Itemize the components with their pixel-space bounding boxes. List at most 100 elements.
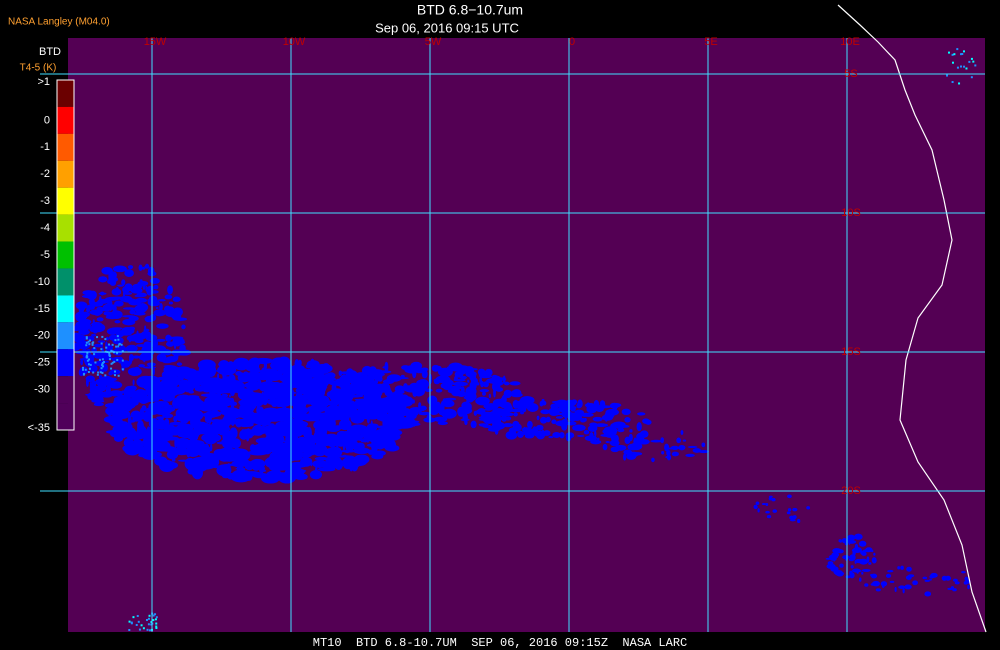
cloud-patch <box>102 365 105 368</box>
cloud-patch <box>502 423 513 428</box>
cloud-patch <box>503 389 513 399</box>
cloud-patch <box>266 471 285 475</box>
cloud-patch <box>859 577 862 582</box>
subtitle: Sep 06, 2016 09:15 UTC <box>375 20 519 35</box>
cloud-patch <box>173 340 177 350</box>
cloud-patch <box>140 624 143 627</box>
cloud-patch <box>478 371 492 378</box>
cloud-patch <box>386 374 402 382</box>
cloud-patch <box>172 307 183 317</box>
cloud-patch <box>492 408 505 413</box>
cloud-patch <box>103 311 112 316</box>
cloud-patch <box>540 409 551 415</box>
cloud-patch <box>560 412 569 416</box>
cloud-patch <box>828 554 839 559</box>
cloud-patch <box>520 411 525 415</box>
cloud-patch <box>951 81 954 84</box>
cloud-patch <box>458 370 467 375</box>
cloud-patch <box>166 449 179 460</box>
colorbar-swatch <box>57 214 74 242</box>
cloud-patch <box>624 417 631 423</box>
cloud-patch <box>312 371 321 377</box>
colorbar-label: -30 <box>34 384 50 396</box>
cloud-patch <box>110 362 113 365</box>
cloud-patch <box>577 434 585 437</box>
cloud-patch <box>145 380 156 383</box>
cloud-patch <box>687 445 698 449</box>
cloud-patch <box>78 321 91 330</box>
cloud-patch <box>786 511 791 515</box>
source-label: NASA Langley (M04.0) <box>8 17 110 28</box>
cloud-patch <box>91 343 94 346</box>
cloud-patch <box>115 286 119 291</box>
cloud-patch <box>80 359 84 366</box>
cloud-patch <box>128 620 131 623</box>
cloud-patch <box>841 538 848 544</box>
cloud-patch <box>339 399 356 408</box>
cloud-patch <box>172 426 186 430</box>
cloud-patch <box>551 419 557 425</box>
cloud-patch <box>755 501 760 506</box>
cloud-patch <box>130 621 133 624</box>
cloud-patch <box>384 361 389 373</box>
cloud-patch <box>509 381 521 386</box>
longitude-label: 10E <box>840 36 860 48</box>
cloud-patch <box>134 366 140 372</box>
colorbar-swatch <box>57 241 74 269</box>
cloud-patch <box>974 64 977 67</box>
cloud-patch <box>134 338 144 344</box>
cloud-patch <box>404 365 420 374</box>
cloud-patch <box>98 292 107 295</box>
cloud-patch <box>155 616 158 619</box>
coastline <box>837 4 987 633</box>
cloud-patch <box>629 429 633 433</box>
cloud-patch <box>105 315 110 319</box>
cloud-patch <box>237 388 255 401</box>
cloud-patch <box>139 279 143 282</box>
cloud-patch <box>366 423 377 432</box>
cloud-patch <box>114 370 117 373</box>
cloud-patch <box>161 424 169 429</box>
longitude-label: 15W <box>144 36 167 48</box>
cloud-patch <box>865 547 873 553</box>
cloud-patch <box>435 375 451 384</box>
colorbar-label: 0 <box>44 114 50 126</box>
cloud-patch <box>556 406 571 413</box>
cloud-patch <box>580 417 586 423</box>
cloud-patch <box>424 388 433 393</box>
cloud-patch <box>610 434 616 442</box>
cloud-patch <box>342 454 347 457</box>
cloud-patch <box>117 345 120 348</box>
cloud-patch <box>235 458 250 467</box>
cloud-patch <box>861 568 871 572</box>
cloud-patch <box>175 341 180 347</box>
cloud-patch <box>105 346 108 349</box>
cloud-patch <box>766 515 772 519</box>
cloud-patch <box>143 377 148 384</box>
colorbar-swatch <box>57 133 74 161</box>
cloud-patch <box>535 424 544 431</box>
cloud-patch <box>113 374 116 377</box>
cloud-patch <box>242 408 246 412</box>
cloud-patch <box>306 387 320 397</box>
cloud-patch <box>854 533 863 540</box>
cloud-patch <box>114 346 123 356</box>
cloud-patch <box>492 398 507 407</box>
cloud-patch <box>314 456 329 461</box>
cloud-patch <box>265 429 281 438</box>
cloud-patch <box>277 442 280 447</box>
cloud-patch <box>157 299 166 302</box>
cloud-patch <box>637 412 646 416</box>
cloud-patch <box>571 413 583 421</box>
cloud-patch <box>116 358 119 361</box>
cloud-patch <box>482 392 486 396</box>
cloud-patch <box>394 389 405 395</box>
cloud-patch <box>950 586 955 589</box>
cloud-patch <box>863 549 867 553</box>
cloud-patch <box>510 408 524 413</box>
cloud-patch <box>130 287 143 294</box>
cloud-patch <box>495 387 504 392</box>
cloud-patch <box>830 566 839 572</box>
cloud-patch <box>680 430 684 435</box>
